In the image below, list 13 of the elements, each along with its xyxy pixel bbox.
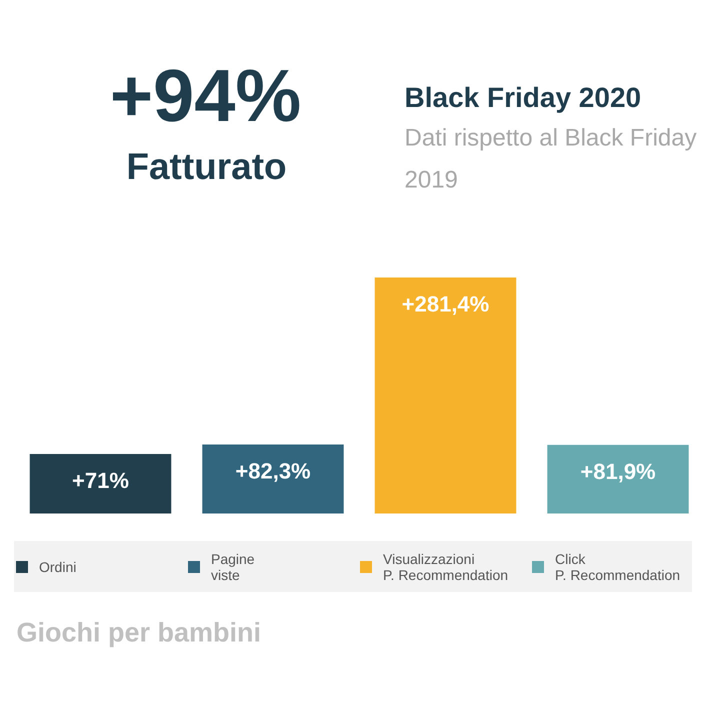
data-label: +71%	[72, 468, 129, 493]
legend-label: Pagine viste	[211, 550, 256, 584]
data-label: +81,9%	[580, 458, 656, 484]
legend-label: Visualizzazioni P. Recommendation	[383, 550, 510, 584]
text: Fatturato	[126, 146, 287, 187]
data-label: +82,3%	[235, 458, 311, 484]
data-label: +281,4%	[402, 292, 490, 316]
legend-label: Ordini	[39, 558, 78, 576]
chart-title: Black Friday 2020	[404, 82, 642, 113]
text: Giochi per bambini	[16, 618, 262, 648]
text: +94%	[110, 54, 302, 137]
legend-label: Click P. Recommendation	[555, 550, 682, 584]
chart-subtitle: Dati rispetto al Black Friday 2019	[404, 124, 697, 194]
